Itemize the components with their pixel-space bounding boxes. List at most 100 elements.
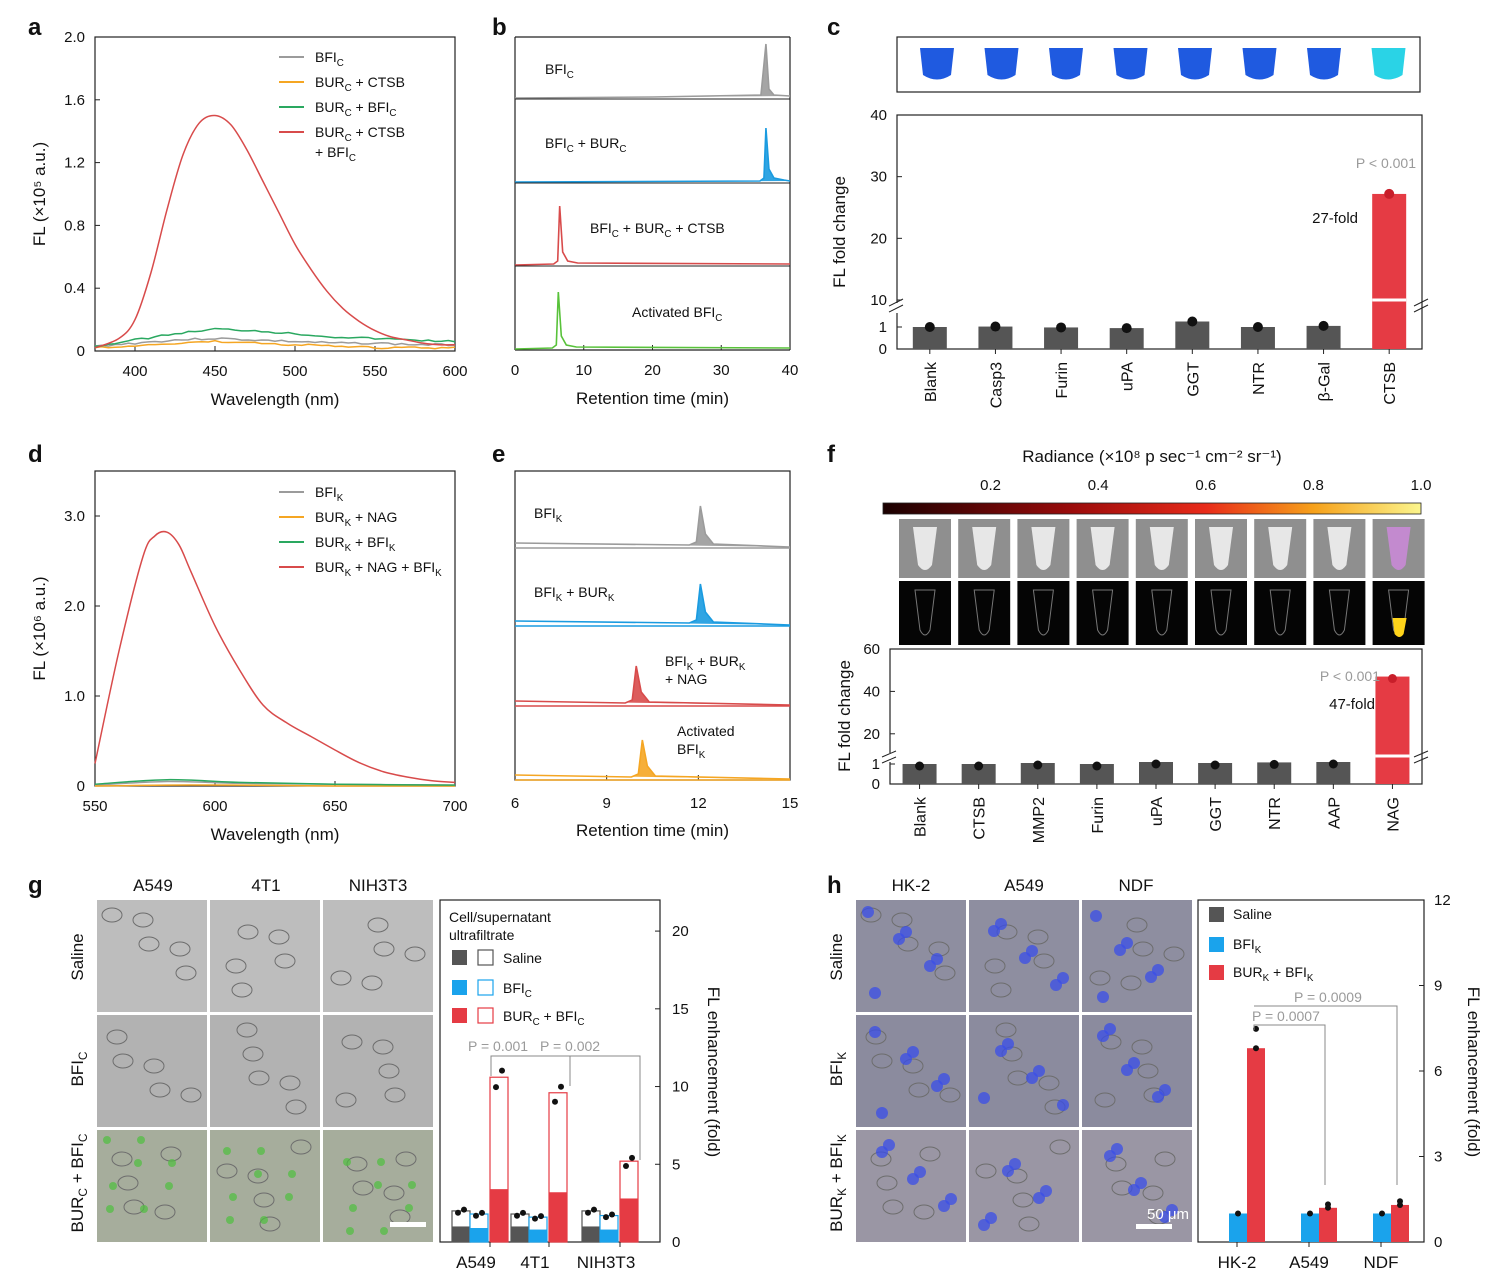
tube-image bbox=[920, 48, 954, 80]
column-label: NDF bbox=[1119, 876, 1154, 895]
x-axis-label: Retention time (min) bbox=[576, 821, 729, 840]
cell-outline bbox=[285, 1099, 307, 1115]
y-tick-label: 2.0 bbox=[64, 29, 85, 46]
text-span: K bbox=[435, 568, 442, 579]
data-point bbox=[1056, 322, 1067, 333]
text-span: CTSB bbox=[1382, 362, 1399, 405]
text-span: 600 bbox=[202, 798, 227, 815]
nucleus bbox=[1152, 964, 1164, 976]
break-mark bbox=[1413, 756, 1429, 764]
series-line bbox=[94, 327, 456, 347]
chromatogram-trace bbox=[514, 291, 791, 350]
cell-outline bbox=[101, 907, 123, 923]
y-tick-label: 20 bbox=[672, 923, 689, 940]
cell-outline bbox=[871, 1053, 893, 1069]
cell-outline bbox=[225, 958, 247, 974]
cell-outline bbox=[395, 1151, 417, 1167]
significance-bracket bbox=[490, 1055, 641, 1160]
cell-outline bbox=[384, 1087, 406, 1103]
text-span: 20 bbox=[672, 923, 689, 940]
legend-entry: BURC​ + CTSB bbox=[315, 74, 405, 94]
y-tick-label: 1.0 bbox=[64, 688, 85, 705]
tube-fluorescence-photo bbox=[1254, 581, 1307, 645]
data-point bbox=[974, 761, 984, 771]
cell-outline bbox=[378, 1063, 400, 1079]
text-span: C bbox=[389, 108, 396, 119]
y-tick-label: 0.4 bbox=[64, 280, 85, 297]
text-span: f bbox=[827, 441, 836, 468]
text-span: FL (×10⁶ a.u.) bbox=[30, 576, 49, 680]
x-tick-label: Blank bbox=[913, 796, 930, 837]
tube-image bbox=[1178, 48, 1212, 80]
bar bbox=[1229, 1213, 1247, 1242]
text-span: + BFI bbox=[68, 1142, 87, 1188]
legend-entry: Saline bbox=[1233, 906, 1272, 922]
text-span: 40 bbox=[863, 683, 880, 700]
cell-outline bbox=[1012, 1192, 1034, 1208]
bar-cell bbox=[582, 1226, 600, 1242]
x-tick-label: Casp3 bbox=[988, 362, 1005, 408]
green-fluorescence bbox=[257, 1147, 265, 1155]
nucleus bbox=[869, 987, 881, 999]
text-span: BFI bbox=[534, 584, 556, 600]
data-point bbox=[1328, 759, 1338, 769]
nucleus bbox=[869, 1026, 881, 1038]
g-micrograph bbox=[97, 1015, 207, 1127]
text-span: 9 bbox=[602, 795, 610, 812]
y-tick-label: 20 bbox=[863, 726, 880, 743]
p-value: P = 0.001 bbox=[468, 1038, 528, 1054]
data-point bbox=[1033, 760, 1043, 770]
cell-outline bbox=[975, 1163, 997, 1179]
text-span: P = 0.001 bbox=[468, 1038, 528, 1054]
nucleus bbox=[1057, 1099, 1069, 1111]
data-point bbox=[461, 1206, 467, 1213]
x-tick-label: NAG bbox=[1385, 797, 1402, 832]
green-fluorescence bbox=[106, 1205, 114, 1213]
x-tick-label: 450 bbox=[202, 363, 227, 380]
p-value: P < 0.001 bbox=[1356, 155, 1416, 171]
text-span: BUR bbox=[827, 1196, 846, 1232]
text-span: C bbox=[76, 1133, 90, 1142]
cell-outline bbox=[268, 929, 290, 945]
tube-outline bbox=[914, 589, 936, 636]
x-tick-label: GGT bbox=[1208, 797, 1225, 832]
text-span: + CTSB bbox=[671, 220, 724, 236]
x-tick-label: CTSB bbox=[1382, 362, 1399, 405]
text-span: K bbox=[1255, 945, 1262, 956]
x-tick-label: A549 bbox=[456, 1253, 496, 1272]
bar bbox=[1247, 1048, 1265, 1242]
x-tick-label: NTR bbox=[1267, 797, 1284, 830]
p-value: P = 0.0007 bbox=[1252, 1008, 1320, 1024]
text-span: 600 bbox=[442, 363, 467, 380]
data-point bbox=[499, 1067, 505, 1074]
text-span: FL enhancement (fold) bbox=[704, 987, 723, 1157]
data-point bbox=[1307, 1210, 1313, 1217]
text-span: + NAG + BFI bbox=[351, 559, 435, 575]
text-span: BFI bbox=[534, 505, 556, 521]
panel-letter-f: f bbox=[827, 441, 836, 468]
x-tick-label: A549 bbox=[1289, 1253, 1329, 1272]
cell-outline bbox=[404, 946, 426, 962]
text-span: 15 bbox=[782, 795, 799, 812]
tube-shape bbox=[1149, 527, 1174, 570]
colorbar-title: Radiance (×10⁸ p sec⁻¹ cm⁻² sr⁻¹) bbox=[1022, 447, 1281, 466]
text-span: + NAG bbox=[665, 671, 707, 687]
text-span: C bbox=[349, 153, 356, 164]
p-value: P = 0.002 bbox=[540, 1038, 600, 1054]
green-fluorescence bbox=[405, 1204, 413, 1212]
nucleus bbox=[1057, 972, 1069, 984]
text-span: 0 bbox=[77, 778, 85, 795]
cell-outline bbox=[248, 1070, 270, 1086]
g-micrograph bbox=[97, 900, 207, 1012]
x-tick-label: 700 bbox=[442, 798, 467, 815]
cell-outline bbox=[247, 1168, 269, 1184]
text-span: C bbox=[664, 229, 671, 240]
row-label: BURK​ + BFIK​ bbox=[827, 1134, 849, 1232]
text-span: + BFI bbox=[540, 1008, 578, 1024]
series-line bbox=[94, 778, 456, 786]
break-mark bbox=[1413, 298, 1429, 307]
nucleus bbox=[876, 1107, 888, 1119]
significance-bracket bbox=[1254, 1005, 1398, 1185]
data-point bbox=[1121, 323, 1132, 334]
text-span: 30 bbox=[870, 169, 887, 186]
